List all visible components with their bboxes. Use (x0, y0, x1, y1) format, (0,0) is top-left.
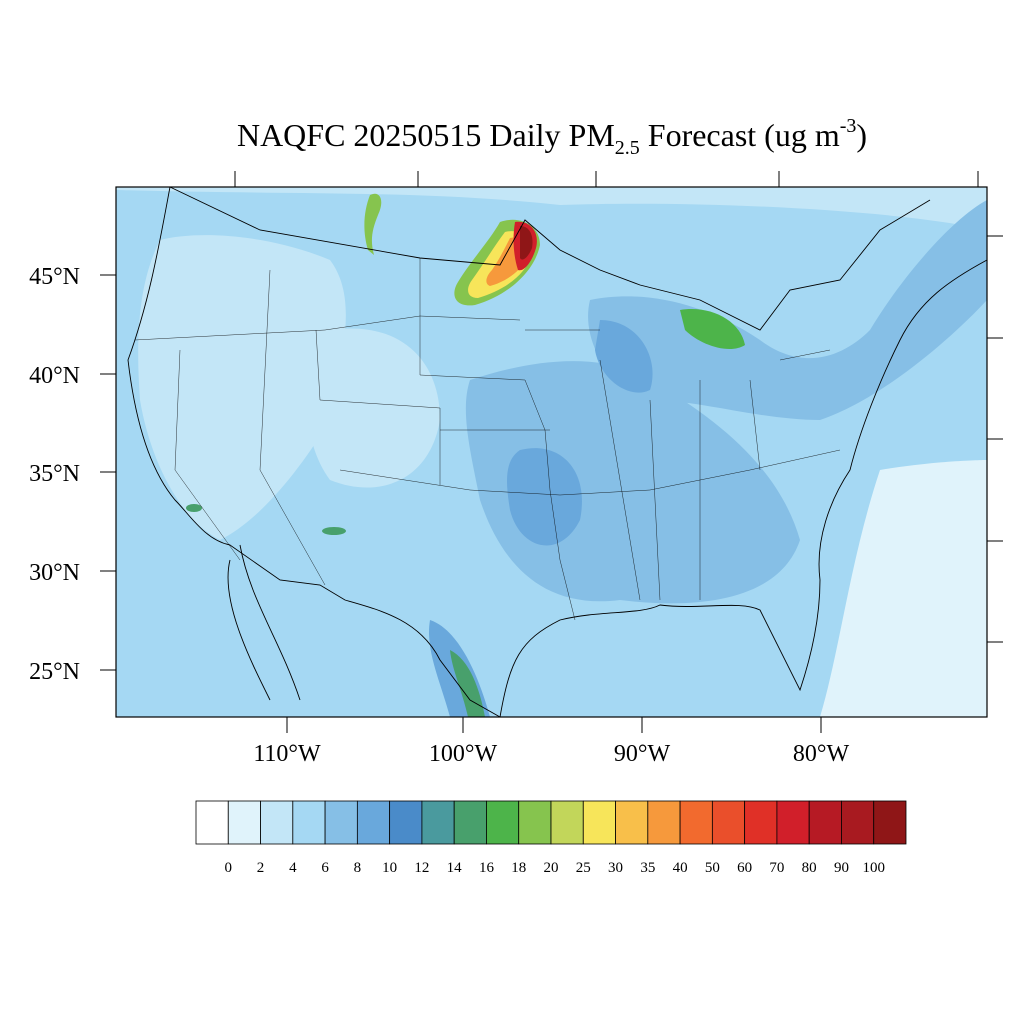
colorbar-label: 0 (225, 860, 233, 876)
colorbar-label: 60 (737, 860, 752, 876)
coastline (127, 186, 988, 718)
colorbar-box (324, 800, 358, 845)
colorbar-label: 6 (321, 860, 329, 876)
colorbar-box (518, 800, 552, 845)
colorbar-box (808, 800, 842, 845)
colorbar-label: 30 (608, 860, 623, 876)
colorbar-box (550, 800, 584, 845)
colorbar-box (873, 800, 907, 845)
field-spot (322, 527, 346, 535)
field-light (116, 187, 987, 230)
colorbar-label: 14 (447, 860, 463, 876)
state-borders (134, 258, 841, 621)
colorbar-label: 2 (257, 860, 265, 876)
field-green (450, 650, 485, 717)
colorbar: 0 2 4 6 8 10 12 14 16 18 20 25 30 35 40 50 60 70 80 90 100 (195, 800, 907, 876)
colorbar-box (711, 800, 746, 845)
colorbar-label: 12 (414, 860, 429, 876)
lon-label: 100°W (429, 741, 498, 767)
field-spot (186, 504, 202, 512)
field-light (138, 235, 346, 541)
colorbar-box (679, 800, 713, 845)
colorbar-label: 50 (705, 860, 720, 876)
field-mid (588, 200, 987, 420)
lat-label: 40°N (29, 363, 80, 389)
lon-label: 110°W (253, 741, 321, 767)
colorbar-label: 18 (511, 860, 526, 876)
colorbar-label: 40 (673, 860, 688, 876)
colorbar-label: 35 (640, 860, 655, 876)
title-end: ) (856, 117, 867, 153)
field-light (307, 328, 440, 488)
colorbar-label: 4 (289, 860, 297, 876)
colorbar-box (776, 800, 810, 845)
lat-label: 30°N (29, 560, 80, 586)
colorbar-label: 8 (354, 860, 362, 876)
colorbar-label: 10 (382, 860, 397, 876)
field-darker (595, 320, 653, 393)
colorbar-box (647, 800, 681, 845)
colorbar-box (453, 800, 487, 845)
colorbar-label: 100 (862, 860, 885, 876)
field-very-light (820, 460, 987, 717)
colorbar-box (292, 800, 326, 845)
colorbar-label: 70 (769, 860, 784, 876)
colorbar-box (356, 800, 391, 845)
field-plume (520, 226, 533, 260)
colorbar-box (841, 800, 875, 845)
field-plume (364, 193, 382, 255)
colorbar-label: 16 (479, 860, 495, 876)
colorbar-box (421, 800, 455, 845)
lat-label: 35°N (29, 461, 80, 487)
title-main: NAQFC 20250515 Daily PM (237, 117, 615, 153)
colorbar-box (486, 800, 520, 845)
field-green (680, 309, 745, 350)
map-field (116, 187, 987, 717)
colorbar-label: 80 (802, 860, 817, 876)
colorbar-box (582, 800, 616, 845)
lat-label: 45°N (29, 264, 80, 290)
colorbar-box (389, 800, 423, 845)
colorbar-box (744, 800, 778, 845)
map-title: NAQFC 20250515 Daily PM2.5 Forecast (ug … (237, 115, 867, 159)
colorbar-label: 25 (576, 860, 591, 876)
lon-label: 80°W (793, 741, 850, 767)
colorbar-box (260, 800, 294, 845)
title-subscript: 2.5 (615, 137, 640, 159)
colorbar-box (227, 800, 261, 845)
title-superscript: -3 (840, 115, 857, 137)
frame-ticks (100, 171, 1003, 733)
lat-label: 25°N (29, 659, 80, 685)
colorbar-box (195, 800, 229, 845)
lon-label: 90°W (614, 741, 671, 767)
colorbar-box (615, 800, 649, 845)
map-frame (115, 186, 988, 718)
title-mid: Forecast (ug m (640, 117, 840, 153)
colorbar-label: 20 (544, 860, 559, 876)
field-darker (507, 448, 582, 546)
colorbar-label: 90 (834, 860, 849, 876)
